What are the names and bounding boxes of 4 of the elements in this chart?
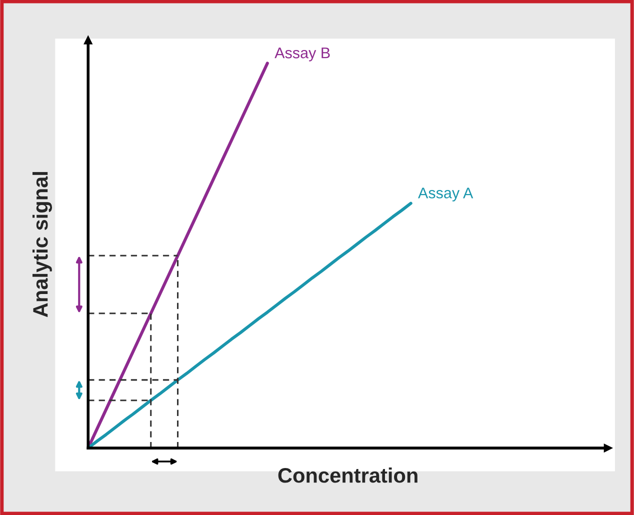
series-label: Assay A <box>418 188 474 202</box>
series-label: Assay B <box>274 48 330 62</box>
y-axis-title: Analytic signal <box>32 172 52 318</box>
x-axis-title: Concentration <box>278 467 418 483</box>
